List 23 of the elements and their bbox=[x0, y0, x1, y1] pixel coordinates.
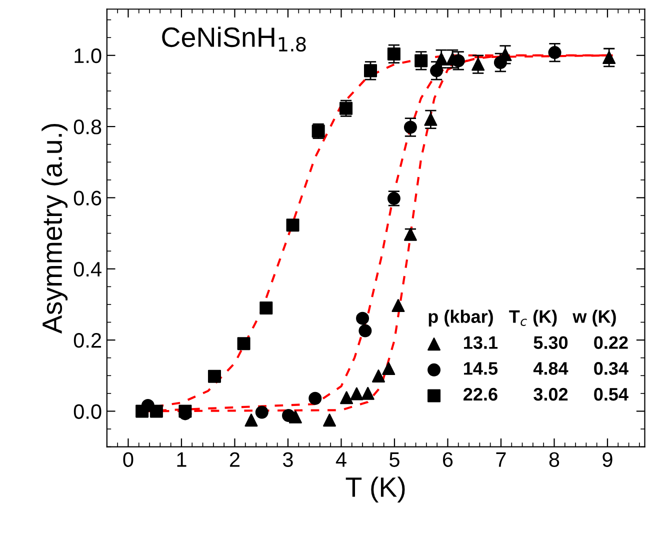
y-axis-title: Asymmetry (a.u.) bbox=[42, 124, 68, 334]
x-tick-label: 0 bbox=[123, 452, 134, 467]
y-tick-label: 0.2 bbox=[74, 333, 102, 348]
x-axis-title: T (K) bbox=[346, 476, 405, 502]
x-tick-label: 6 bbox=[442, 452, 453, 467]
y-tick-label: 1.0 bbox=[74, 48, 102, 64]
legend-label: 14.5 4.84 0.34 bbox=[464, 362, 628, 375]
legend-label: 22.6 3.02 0.54 bbox=[464, 388, 628, 401]
legend-label: 13.1 5.30 0.22 bbox=[464, 336, 628, 350]
y-tick-label: 0.8 bbox=[74, 120, 102, 134]
x-tick-label: 2 bbox=[230, 452, 240, 467]
y-tick-label: 0.0 bbox=[74, 404, 102, 419]
annotation: CeNiSnH$_{1.8}$ bbox=[162, 26, 306, 52]
x-tick-label: 7 bbox=[496, 452, 506, 467]
legend-title: p (kbar) T$_{c}$ (K) w (K) bbox=[428, 310, 616, 327]
x-tick-label: 3 bbox=[282, 452, 293, 467]
x-tick-label: 8 bbox=[549, 452, 560, 467]
x-tick-label: 4 bbox=[336, 452, 346, 467]
y-tick-label: 0.4 bbox=[74, 262, 102, 277]
x-tick-label: 5 bbox=[390, 452, 400, 467]
x-tick-label: 9 bbox=[602, 452, 612, 467]
x-tick-label: 1 bbox=[177, 452, 186, 467]
y-tick-label: 0.6 bbox=[74, 190, 102, 206]
